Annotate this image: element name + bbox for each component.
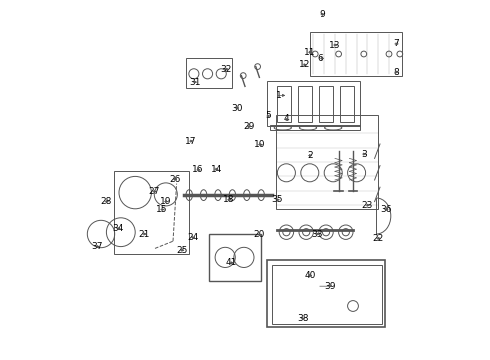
Text: 15: 15 [156, 205, 168, 214]
Text: 36: 36 [380, 205, 392, 214]
Bar [340, 86, 354, 122]
Text: 6: 6 [318, 54, 323, 63]
Text: 24: 24 [187, 233, 198, 242]
Text: 17: 17 [185, 137, 197, 146]
Text: 22: 22 [372, 234, 384, 243]
Bar [277, 86, 291, 122]
Text: 8: 8 [393, 68, 399, 77]
Text: 25: 25 [176, 246, 188, 255]
Text: 11: 11 [304, 48, 316, 57]
Text: 35: 35 [271, 195, 283, 204]
Text: 21: 21 [139, 230, 150, 239]
Text: 30: 30 [231, 104, 243, 113]
Text: 26: 26 [169, 175, 180, 184]
Text: 2: 2 [307, 151, 313, 160]
Text: 14: 14 [211, 165, 222, 174]
Text: 3: 3 [361, 150, 367, 159]
Text: 5: 5 [266, 112, 271, 120]
Text: 32: 32 [220, 65, 232, 74]
Text: 19: 19 [160, 197, 172, 206]
Text: 20: 20 [254, 230, 265, 239]
Text: 29: 29 [243, 122, 254, 131]
Text: 1: 1 [276, 91, 282, 100]
Text: 23: 23 [362, 201, 373, 210]
Text: 13: 13 [329, 41, 341, 50]
Text: 18: 18 [223, 195, 235, 204]
Bar [319, 86, 333, 122]
Text: 34: 34 [113, 224, 124, 233]
Text: 28: 28 [101, 197, 112, 206]
Text: 37: 37 [92, 242, 103, 251]
Text: 12: 12 [299, 60, 310, 69]
Text: 40: 40 [304, 271, 316, 280]
Text: 10: 10 [254, 140, 265, 149]
Text: 38: 38 [297, 314, 308, 323]
Text: 27: 27 [148, 187, 160, 196]
Text: 33: 33 [311, 230, 323, 239]
Text: 41: 41 [225, 258, 237, 267]
Text: 4: 4 [284, 114, 289, 123]
Bar [298, 86, 312, 122]
Text: 9: 9 [319, 10, 325, 19]
Text: 39: 39 [324, 282, 335, 291]
Text: 31: 31 [189, 78, 200, 87]
Text: 16: 16 [193, 166, 204, 175]
Text: 7: 7 [393, 40, 399, 49]
